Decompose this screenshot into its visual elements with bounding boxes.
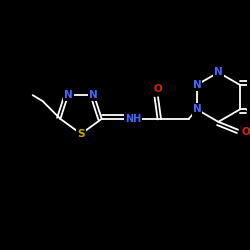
Text: N: N — [64, 90, 73, 100]
Text: N: N — [192, 104, 201, 115]
Text: O: O — [154, 84, 162, 94]
Text: N: N — [214, 68, 223, 78]
Text: S: S — [77, 129, 85, 139]
Text: NH: NH — [125, 114, 142, 124]
Text: O: O — [242, 127, 250, 137]
Text: N: N — [192, 80, 201, 90]
Text: N: N — [90, 90, 98, 100]
